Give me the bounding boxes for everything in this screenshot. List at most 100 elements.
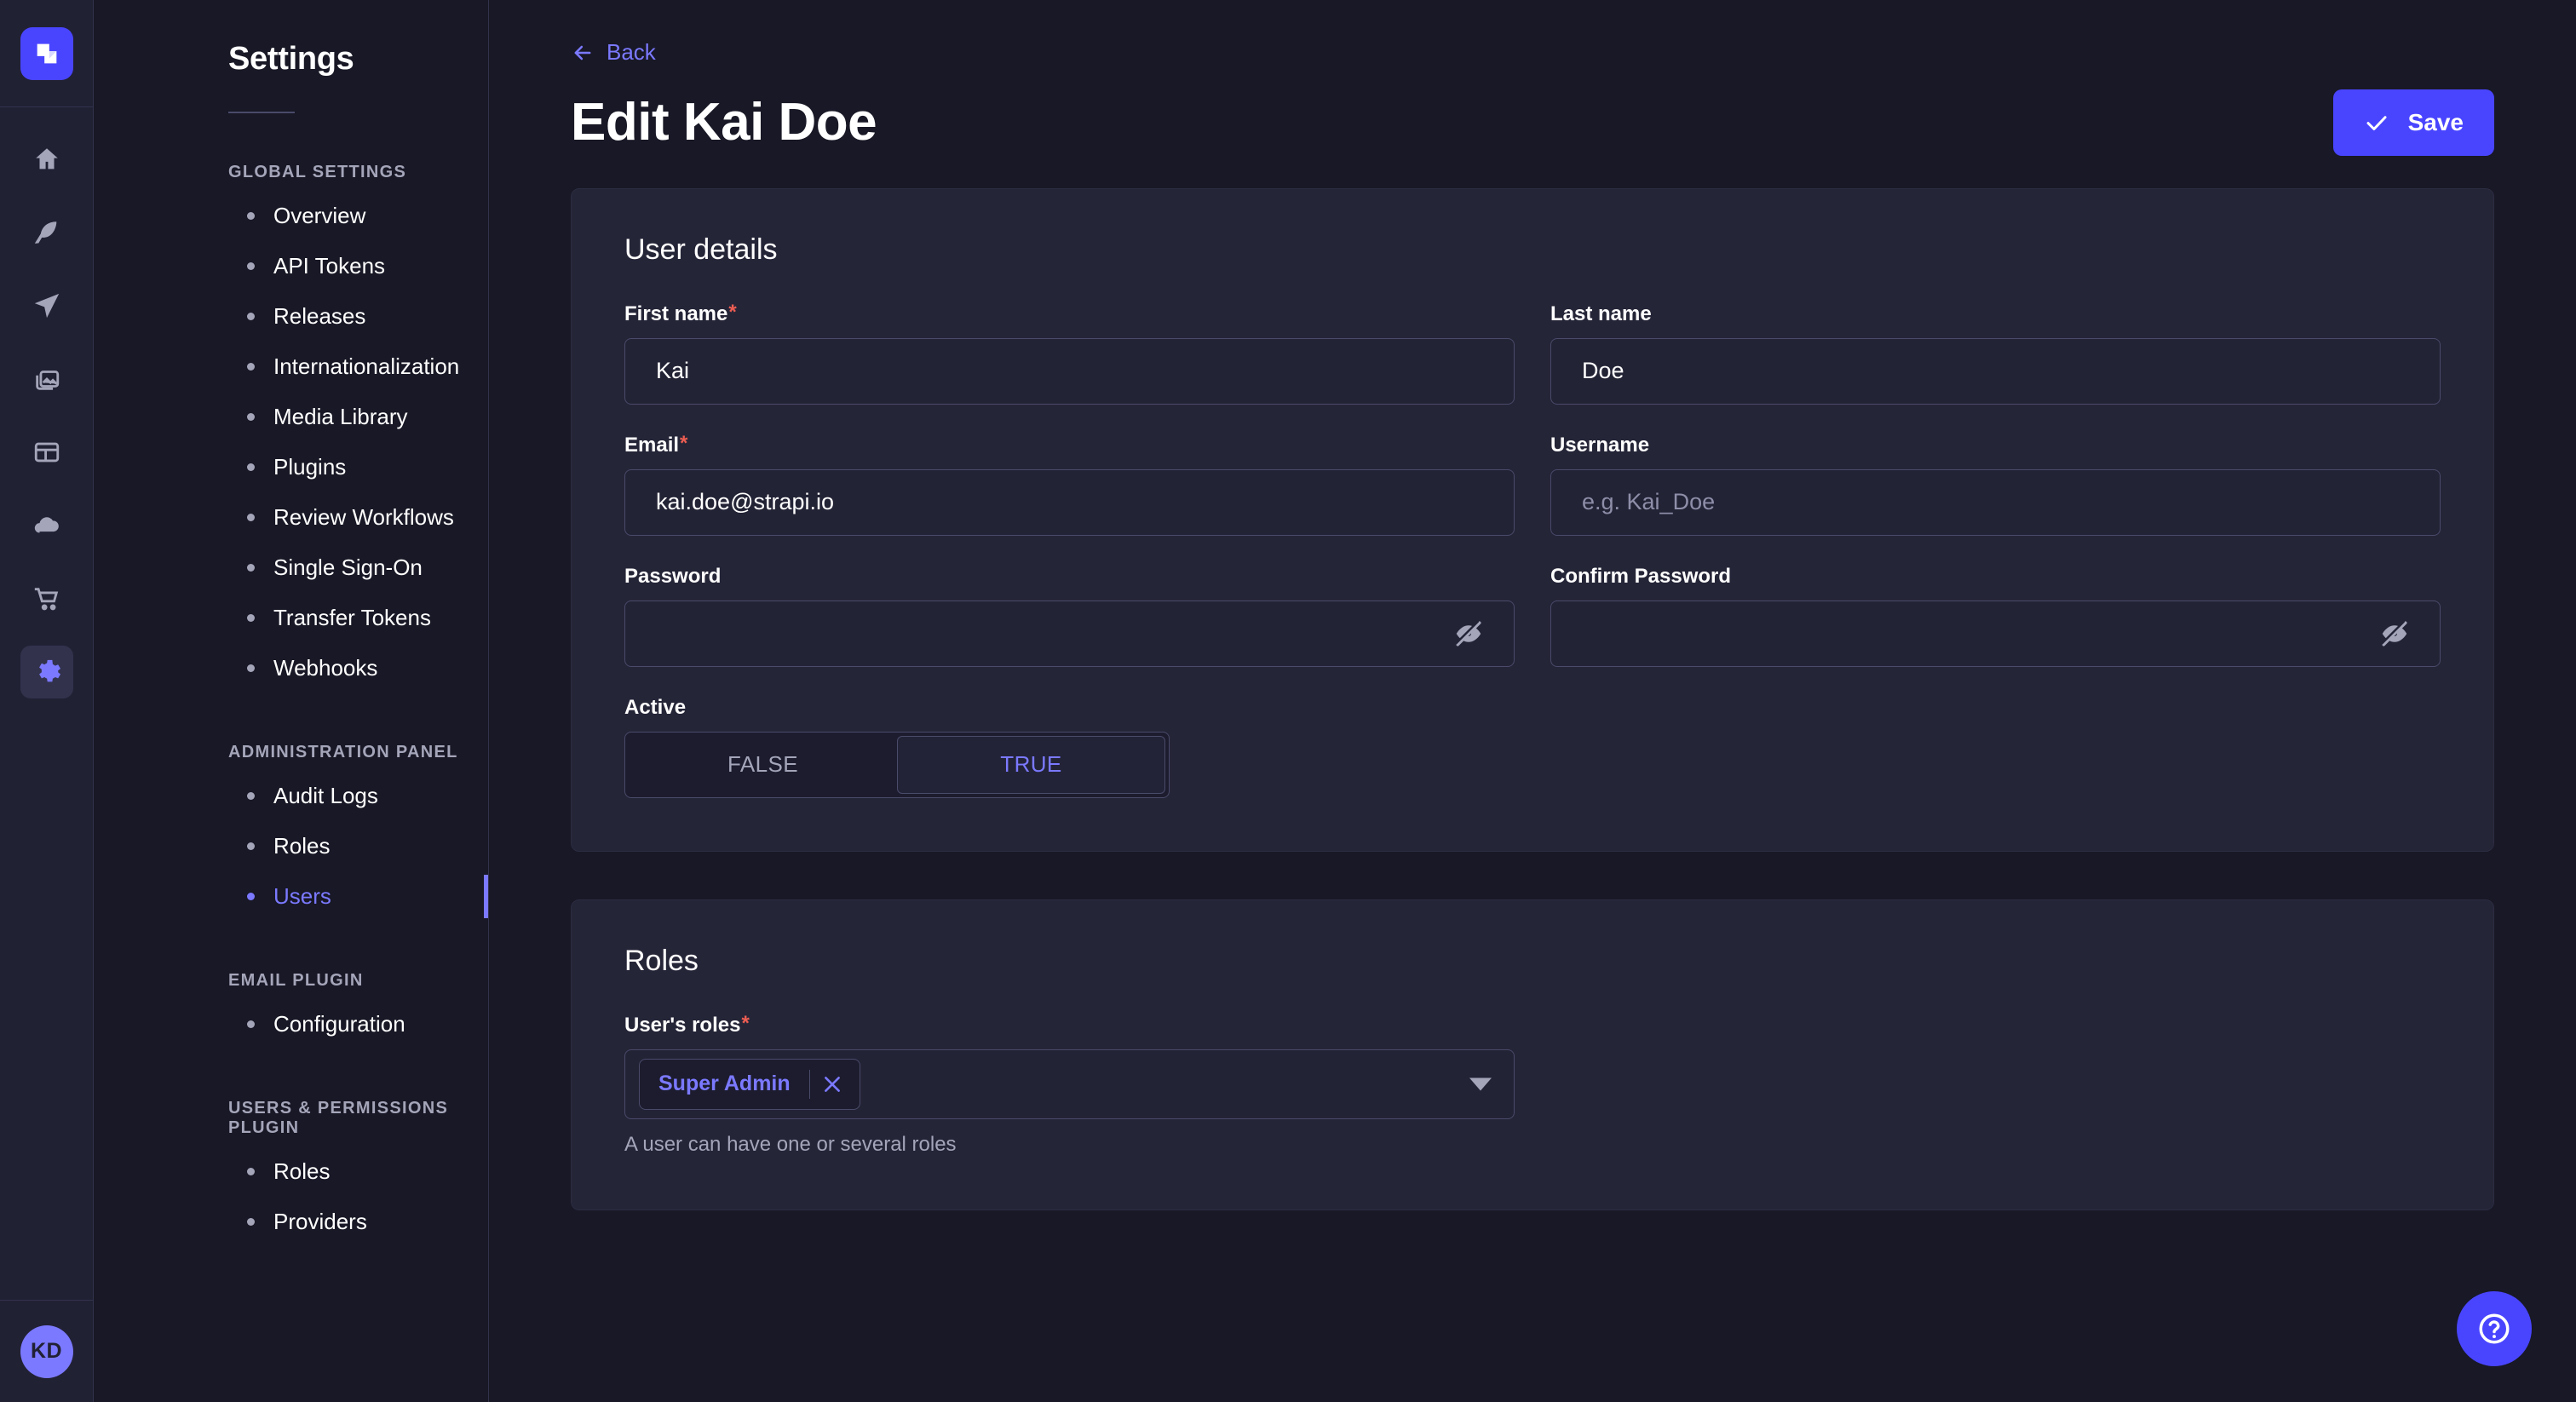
password-field: Password: [624, 565, 1515, 667]
email-label-text: Email: [624, 433, 680, 457]
settings-sidebar: Settings GLOBAL SETTINGS Overview API Toke…: [94, 0, 489, 1402]
active-option-false[interactable]: FALSE: [727, 751, 798, 777]
user-details-title: User details: [624, 233, 778, 266]
sidebar-item-label: Webhooks: [273, 655, 378, 681]
sidebar-item-label: Review Workflows: [273, 504, 454, 530]
chevron-down-icon[interactable]: [1469, 1077, 1492, 1090]
first-name-input[interactable]: Kai: [624, 337, 1515, 405]
form-content: User details First name * Kai Last name: [489, 156, 2576, 1210]
sidebar-item-internationalization[interactable]: Internationalization: [94, 342, 488, 392]
cart-icon[interactable]: [20, 572, 73, 625]
active-label-text: Active: [624, 695, 687, 719]
sidebar-item-single-sign-on[interactable]: Single Sign-On: [94, 543, 488, 593]
required-marker: *: [741, 1011, 750, 1035]
sidebar-item-label: Single Sign-On: [273, 554, 423, 580]
back-label: Back: [607, 39, 656, 65]
sidebar-item-users[interactable]: Users: [94, 871, 488, 922]
username-label: Username: [1550, 434, 2441, 457]
sidebar-item-configuration[interactable]: Configuration: [94, 999, 488, 1049]
bullet-icon: [247, 893, 255, 900]
username-input[interactable]: e.g. Kai_Doe: [1550, 468, 2441, 536]
gear-icon[interactable]: [20, 646, 73, 698]
bullet-icon: [247, 792, 255, 800]
bullet-icon: [247, 564, 255, 572]
sidebar-item-label: Transfer Tokens: [273, 605, 431, 630]
sidebar-section-list: Roles Providers: [94, 1146, 488, 1247]
role-tag-super-admin[interactable]: Super Admin: [639, 1058, 860, 1110]
sidebar-item-label: Internationalization: [273, 353, 460, 379]
sidebar-item-audit-logs[interactable]: Audit Logs: [94, 771, 488, 821]
logo-container: [0, 0, 93, 107]
feather-icon[interactable]: [20, 206, 73, 259]
avatar[interactable]: KD: [20, 1324, 73, 1378]
title-row: Edit Kai Doe Save: [571, 89, 2494, 156]
bullet-icon: [247, 313, 255, 320]
layout-icon[interactable]: [20, 426, 73, 479]
icon-rail: KD: [0, 0, 94, 1402]
password-label-text: Password: [624, 564, 722, 588]
rail-icon-list: [20, 107, 73, 698]
sidebar-item-plugins[interactable]: Plugins: [94, 442, 488, 492]
first-name-label: First name *: [624, 302, 1515, 326]
sidebar-item-providers[interactable]: Providers: [94, 1197, 488, 1247]
sidebar-item-label: Plugins: [273, 454, 347, 480]
first-name-field: First name * Kai: [624, 302, 1515, 405]
active-option-true[interactable]: TRUE: [897, 735, 1165, 794]
toggle-password-visibility-button[interactable]: [1451, 616, 1486, 652]
last-name-input[interactable]: Doe: [1550, 337, 2441, 405]
save-button[interactable]: Save: [2332, 89, 2494, 156]
sidebar-section-label: GLOBAL SETTINGS: [228, 163, 407, 181]
arrow-left-icon: [574, 45, 591, 60]
password-input[interactable]: [624, 600, 1515, 667]
role-tag-label: Super Admin: [658, 1072, 791, 1095]
sidebar-item-api-tokens[interactable]: API Tokens: [94, 241, 488, 291]
last-name-label-text: Last name: [1550, 302, 1652, 325]
image-icon[interactable]: [20, 353, 73, 405]
bullet-icon: [247, 1020, 255, 1028]
sidebar-section-list: Configuration: [94, 999, 488, 1049]
cloud-icon[interactable]: [20, 499, 73, 552]
sidebar-item-label: Roles: [273, 1158, 331, 1184]
sidebar-item-overview[interactable]: Overview: [94, 191, 488, 241]
toggle-confirm-password-visibility-button[interactable]: [2377, 616, 2412, 652]
bullet-icon: [247, 664, 255, 672]
sidebar-item-roles[interactable]: Roles: [94, 1146, 488, 1197]
back-button[interactable]: Back: [571, 39, 656, 66]
home-icon[interactable]: [20, 133, 73, 186]
last-name-label: Last name: [1550, 302, 2441, 326]
sidebar-section-label: EMAIL PLUGIN: [228, 971, 364, 990]
username-field: Username e.g. Kai_Doe: [1550, 434, 2441, 536]
help-button[interactable]: [2457, 1291, 2532, 1366]
sidebar-item-review-workflows[interactable]: Review Workflows: [94, 492, 488, 543]
remove-role-button[interactable]: [810, 1062, 854, 1106]
user-details-card: User details First name * Kai Last name: [571, 187, 2494, 852]
bullet-icon: [247, 212, 255, 220]
active-label: Active: [624, 696, 2441, 720]
active-toggle[interactable]: FALSE TRUE: [624, 731, 1170, 798]
sidebar-item-releases[interactable]: Releases: [94, 291, 488, 342]
sidebar-item-label: Users: [273, 883, 331, 909]
bullet-icon: [247, 514, 255, 521]
email-value: kai.doe@strapi.io: [656, 489, 835, 514]
sidebar-item-webhooks[interactable]: Webhooks: [94, 643, 488, 693]
strapi-logo-icon[interactable]: [20, 26, 73, 80]
user-roles-field: User's roles * Super Admin: [624, 1011, 1515, 1157]
sidebar-item-label: API Tokens: [273, 253, 386, 279]
user-roles-select[interactable]: Super Admin: [624, 1049, 1515, 1119]
sidebar-section-list: Overview API Tokens Releases Internationali…: [94, 191, 488, 693]
sidebar-item-media-library[interactable]: Media Library: [94, 392, 488, 442]
tag-separator: [808, 1069, 810, 1099]
sidebar-item-transfer-tokens[interactable]: Transfer Tokens: [94, 593, 488, 643]
page-title: Edit Kai Doe: [571, 93, 877, 152]
sidebar-item-roles[interactable]: Roles: [94, 821, 488, 871]
user-roles-label-text: User's roles: [624, 1013, 741, 1037]
paper-plane-icon[interactable]: [20, 279, 73, 332]
username-placeholder: e.g. Kai_Doe: [1582, 489, 1716, 514]
confirm-password-input[interactable]: [1550, 600, 2441, 667]
email-input[interactable]: kai.doe@strapi.io: [624, 468, 1515, 536]
close-icon: [824, 1076, 840, 1092]
bullet-icon: [247, 1168, 255, 1175]
sidebar-section-list: Audit Logs Roles Users: [94, 771, 488, 922]
email-field: Email * kai.doe@strapi.io: [624, 433, 1515, 536]
bullet-icon: [247, 614, 255, 622]
